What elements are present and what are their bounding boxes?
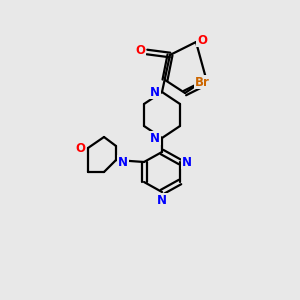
- Text: N: N: [157, 194, 167, 206]
- Text: N: N: [118, 155, 128, 169]
- Text: O: O: [197, 34, 207, 46]
- Text: N: N: [150, 131, 160, 145]
- Text: O: O: [75, 142, 85, 154]
- Text: O: O: [135, 44, 145, 58]
- Text: Br: Br: [195, 76, 209, 88]
- Text: N: N: [182, 155, 192, 169]
- Text: N: N: [150, 85, 160, 98]
